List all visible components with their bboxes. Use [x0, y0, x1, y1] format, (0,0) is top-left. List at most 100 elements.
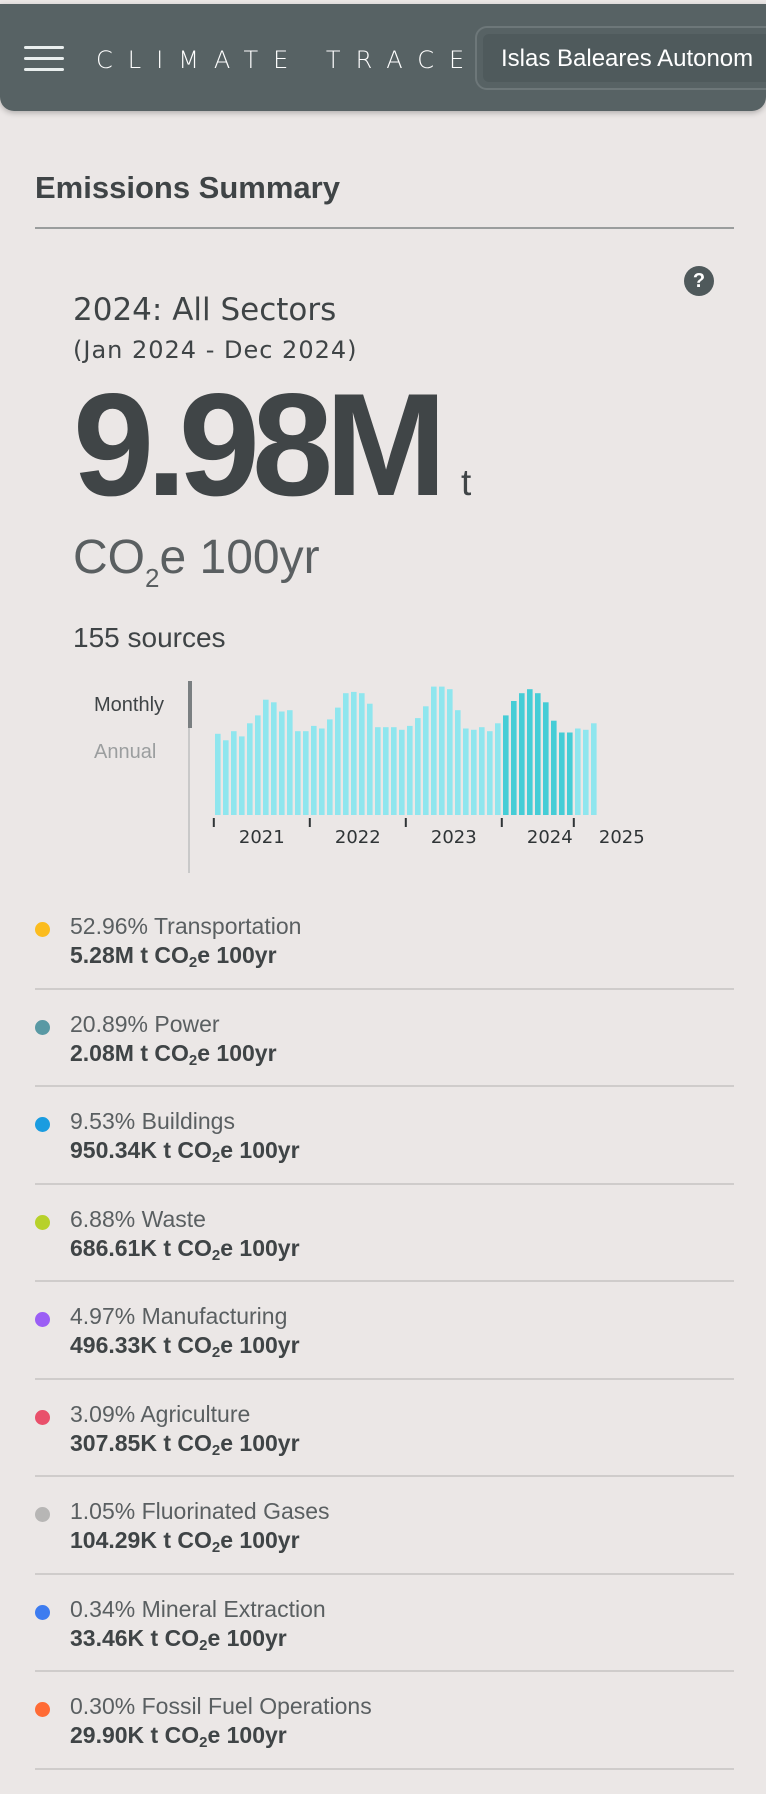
sector-row[interactable]: 6.88% Waste 686.61K t CO2e 100yr	[35, 1185, 734, 1282]
bar-2021-3[interactable]	[231, 731, 237, 815]
bar-2023-11[interactable]	[487, 731, 493, 815]
bar-2022-8[interactable]	[367, 703, 373, 815]
sector-amount: 5.28M t CO2e 100yr	[70, 942, 277, 971]
bar-2022-1[interactable]	[311, 725, 317, 815]
bar-2024-3[interactable]	[519, 693, 525, 815]
x-tick-label-2022: 2022	[335, 827, 381, 848]
sector-row[interactable]: 3.09% Agriculture 307.85K t CO2e 100yr	[35, 1380, 734, 1477]
bar-2023-10[interactable]	[479, 727, 485, 815]
sector-row[interactable]: 0.30% Fossil Fuel Operations 29.90K t CO2…	[35, 1672, 734, 1770]
bar-2023-4[interactable]	[431, 686, 437, 815]
monthly-emissions-chart[interactable]: 2021 2022 2023 2024 2025	[205, 670, 685, 850]
toggle-track	[188, 681, 190, 873]
bar-2021-9[interactable]	[279, 711, 285, 816]
region-select-value: Islas Baleares Autonom	[501, 45, 754, 72]
bar-2022-10[interactable]	[383, 727, 389, 815]
bar-2024-7[interactable]	[551, 720, 557, 815]
total-emissions-unit: t	[461, 462, 472, 503]
sector-color-dot-icon	[35, 1019, 50, 1035]
section-divider	[35, 227, 734, 229]
climate-trace-logo[interactable]: CLIMATE TRACE	[96, 46, 480, 74]
bar-2021-4[interactable]	[239, 736, 245, 815]
hamburger-menu-icon[interactable]	[24, 44, 64, 74]
bar-2023-8[interactable]	[463, 728, 469, 816]
bar-2023-7[interactable]	[455, 710, 461, 815]
sector-name: 0.34% Mineral Extraction	[70, 1595, 326, 1622]
bar-2022-7[interactable]	[359, 693, 365, 815]
bar-2024-4[interactable]	[527, 689, 533, 815]
bar-2021-11[interactable]	[295, 731, 301, 815]
sector-row[interactable]: 9.53% Buildings 950.34K t CO2e 100yr	[35, 1087, 734, 1185]
sector-list: 52.96% Transportation 5.28M t CO2e 100yr 2…	[35, 892, 734, 1770]
bar-2024-8[interactable]	[559, 732, 565, 816]
bar-2022-9[interactable]	[375, 727, 381, 815]
sector-row[interactable]: 4.97% Manufacturing 496.33K t CO2e 100yr	[35, 1282, 734, 1380]
sector-color-dot-icon	[35, 1214, 50, 1230]
sector-row[interactable]: 52.96% Transportation 5.28M t CO2e 100yr	[35, 892, 734, 990]
region-select[interactable]: Islas Baleares Autonom	[475, 26, 766, 90]
bar-2024-5[interactable]	[535, 693, 541, 815]
sector-name: 1.05% Fluorinated Gases	[70, 1498, 330, 1524]
bar-2023-3[interactable]	[423, 706, 429, 815]
sector-row[interactable]: 0.34% Mineral Extraction 33.46K t CO2e 10…	[35, 1575, 734, 1672]
sector-color-dot-icon	[35, 1507, 50, 1522]
sector-row[interactable]: 20.89% Power 2.08M t CO2e 100yr	[35, 990, 734, 1087]
sector-amount: 496.33K t CO2e 100yr	[70, 1332, 300, 1361]
sector-color-dot-icon	[35, 1409, 50, 1425]
sector-name: 4.97% Manufacturing	[70, 1303, 288, 1329]
bar-2021-12[interactable]	[303, 731, 309, 815]
sector-amount: 104.29K t CO2e 100yr	[70, 1527, 300, 1556]
bar-2021-7[interactable]	[263, 699, 269, 815]
sector-row[interactable]: 1.05% Fluorinated Gases 104.29K t CO2e 10…	[35, 1477, 734, 1575]
bar-2021-8[interactable]	[271, 702, 277, 815]
bar-2024-1[interactable]	[503, 715, 509, 815]
sector-amount: 950.34K t CO2e 100yr	[70, 1137, 300, 1166]
x-tick-label-2024: 2024	[527, 827, 573, 848]
bar-2022-6[interactable]	[351, 691, 357, 815]
bar-2023-6[interactable]	[447, 689, 453, 815]
sector-color-dot-icon	[35, 922, 50, 937]
date-range: (Jan 2024 - Dec 2024)	[73, 336, 358, 364]
sector-amount: 307.85K t CO2e 100yr	[70, 1429, 300, 1459]
sector-name: 3.09% Agriculture	[70, 1400, 251, 1427]
bar-2023-9[interactable]	[471, 729, 477, 815]
bar-2021-2[interactable]	[223, 740, 229, 815]
bar-2021-1[interactable]	[215, 733, 221, 815]
section-title: Emissions Summary	[35, 170, 340, 205]
bar-2022-2[interactable]	[319, 728, 325, 816]
bar-2023-1[interactable]	[407, 725, 413, 815]
top-navigation-bar: CLIMATE TRACE Islas Baleares Autonom	[0, 4, 766, 111]
sector-name: 20.89% Power	[70, 1010, 220, 1037]
sector-color-dot-icon	[35, 1117, 50, 1132]
sector-name: 9.53% Buildings	[70, 1108, 235, 1134]
bar-2022-11[interactable]	[391, 727, 397, 815]
sector-name: 52.96% Transportation	[70, 913, 302, 939]
sector-color-dot-icon	[35, 1702, 50, 1717]
toggle-monthly[interactable]: Monthly	[94, 694, 165, 716]
sector-color-dot-icon	[35, 1312, 50, 1327]
bar-2023-2[interactable]	[415, 718, 421, 815]
total-emissions-value: 9.98M	[73, 363, 447, 526]
bar-2023-12[interactable]	[495, 723, 501, 815]
bar-2025-2[interactable]	[583, 729, 589, 815]
bar-2024-9[interactable]	[567, 732, 573, 816]
gas-prefix: CO	[73, 531, 145, 584]
bar-2025-3[interactable]	[591, 723, 597, 815]
bar-2021-10[interactable]	[287, 710, 293, 815]
bar-2022-3[interactable]	[327, 719, 333, 815]
bar-2024-6[interactable]	[543, 702, 549, 815]
sector-name: 0.30% Fossil Fuel Operations	[70, 1693, 372, 1719]
bar-2025-1[interactable]	[575, 728, 581, 816]
bar-2021-6[interactable]	[255, 715, 261, 815]
bar-2024-2[interactable]	[511, 701, 517, 815]
gas-suffix: e 100yr	[159, 531, 320, 584]
sector-name: 6.88% Waste	[70, 1205, 206, 1232]
bar-2022-5[interactable]	[343, 693, 349, 815]
bar-2022-4[interactable]	[335, 707, 341, 815]
bar-2023-5[interactable]	[439, 686, 445, 815]
bar-2022-12[interactable]	[399, 729, 405, 815]
toggle-annual[interactable]: Annual	[94, 741, 157, 763]
region-select-inner	[483, 34, 766, 82]
help-icon[interactable]: ?	[684, 266, 714, 296]
bar-2021-5[interactable]	[247, 723, 253, 815]
